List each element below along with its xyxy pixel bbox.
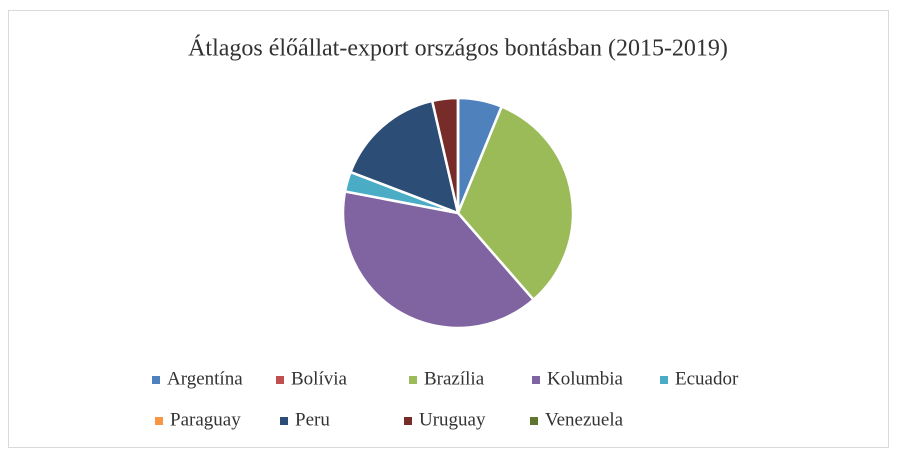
legend-label: Bolívia <box>291 368 348 389</box>
legend-marker <box>276 376 284 384</box>
pie-slice <box>341 189 536 330</box>
legend-label: Peru <box>295 409 330 430</box>
legend-label: Brazília <box>424 368 485 389</box>
legend-marker <box>660 376 668 384</box>
legend-marker <box>280 417 288 425</box>
legend-marker <box>532 376 540 384</box>
legend-label: Kolumbia <box>547 368 624 389</box>
legend-label: Argentína <box>167 368 243 389</box>
legend-label: Ecuador <box>675 368 739 389</box>
legend-label: Uruguay <box>419 409 486 430</box>
chart-title: Átlagos élőállat-export országos bontásb… <box>188 36 728 62</box>
pie-slice <box>456 104 575 302</box>
legend-marker <box>404 417 412 425</box>
legend-marker <box>409 376 417 384</box>
legend-label: Venezuela <box>545 409 624 430</box>
legend-label: Paraguay <box>170 409 241 430</box>
legend-marker <box>152 376 160 384</box>
legend-marker <box>530 417 538 425</box>
pie-slice <box>348 99 460 216</box>
legend-marker <box>155 417 163 425</box>
